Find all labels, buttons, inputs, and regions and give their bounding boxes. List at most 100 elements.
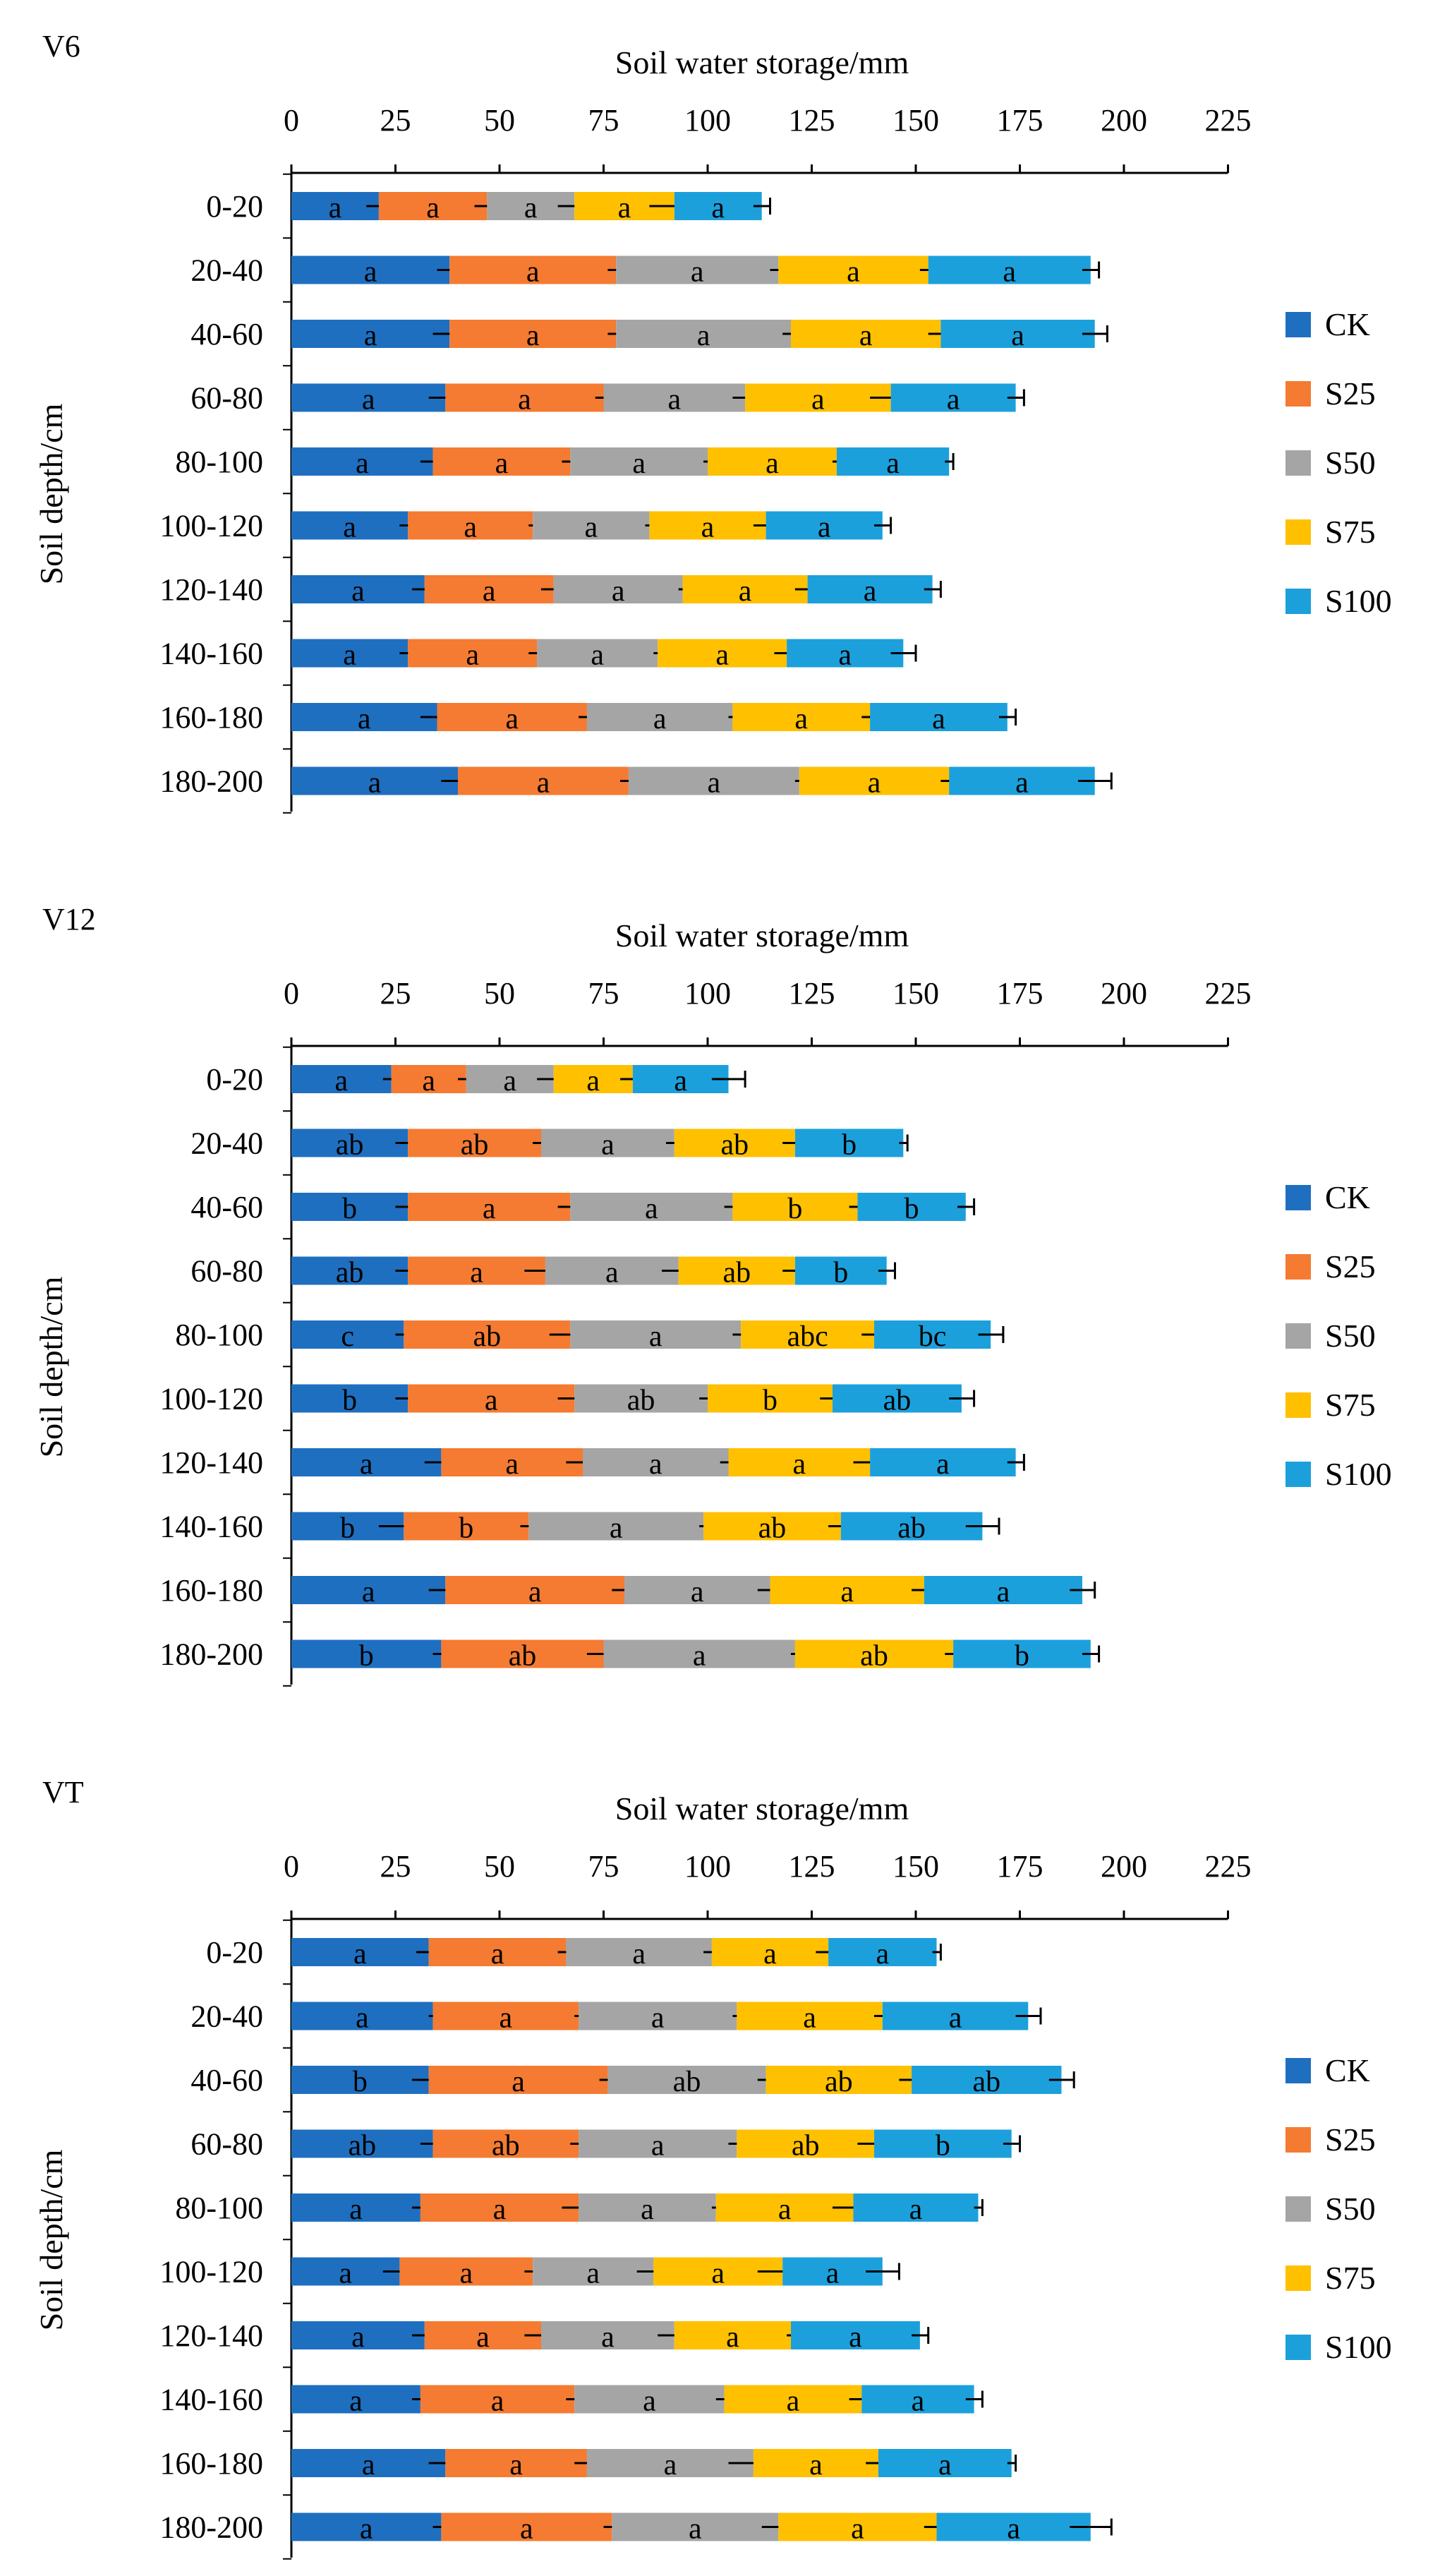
x-tick-label: 200 <box>1101 1849 1147 1884</box>
significance-letter-s25: a <box>512 2066 525 2098</box>
category-label: 100-120 <box>159 1382 263 1416</box>
category-label: 60-80 <box>190 1254 263 1289</box>
bar-ck <box>291 320 450 348</box>
significance-letter-s50: ab <box>673 2066 701 2098</box>
bar-s100 <box>949 766 1095 795</box>
legend-swatch-s100 <box>1285 589 1311 614</box>
bar-s75 <box>674 2321 791 2349</box>
bar-s75 <box>724 2385 862 2414</box>
significance-letter-ck: a <box>356 447 369 480</box>
bar-ck <box>291 639 409 668</box>
bar-s100 <box>953 1639 1091 1668</box>
significance-letter-ck: a <box>356 2002 369 2035</box>
significance-letter-s75: a <box>711 2258 725 2290</box>
significance-letter-s50: a <box>651 2130 665 2162</box>
significance-letter-s25: b <box>459 1512 473 1545</box>
category-label: 180-200 <box>159 2510 263 2545</box>
bar-ck <box>291 2193 420 2222</box>
x-tick-label: 25 <box>380 976 411 1011</box>
bar-s25 <box>404 1320 571 1349</box>
significance-letter-s50: a <box>664 2449 677 2481</box>
significance-letter-s75: a <box>811 384 825 416</box>
bar-s25 <box>441 1448 583 1476</box>
significance-letter-ck: a <box>349 2385 363 2418</box>
legend-label-s75: S75 <box>1325 514 1376 550</box>
bar-ck <box>291 1256 409 1285</box>
x-tick-label: 150 <box>893 103 939 138</box>
bar-s50 <box>583 1448 729 1476</box>
bar-s100 <box>928 255 1091 284</box>
significance-letter-s100: a <box>674 1065 687 1097</box>
bar-s50 <box>533 511 650 540</box>
x-tick-label: 225 <box>1205 1849 1252 1884</box>
x-tick-label: 0 <box>284 1849 299 1884</box>
significance-letter-s50: a <box>601 2321 615 2354</box>
bar-ck <box>291 1128 409 1157</box>
bar-s25 <box>408 1128 541 1157</box>
bar-s75 <box>674 1128 795 1157</box>
x-axis-title: Soil water storage/mm <box>615 1790 909 1826</box>
significance-letter-s50: a <box>612 575 625 608</box>
legend-label-s50: S50 <box>1325 2191 1376 2227</box>
bar-s50 <box>616 255 779 284</box>
significance-letter-ck: a <box>368 767 382 800</box>
category-label: 80-100 <box>175 2191 263 2225</box>
significance-letter-s25: a <box>476 2321 490 2354</box>
significance-letter-s25: a <box>422 1065 435 1097</box>
x-tick-label: 25 <box>380 103 411 138</box>
bar-s50 <box>628 766 799 795</box>
bar-s50 <box>570 447 708 476</box>
significance-letter-s25: a <box>500 2002 513 2035</box>
bar-s100 <box>794 1256 887 1285</box>
bar-s25 <box>408 639 538 668</box>
significance-letter-s75: ab <box>721 1129 749 1162</box>
x-tick-label: 75 <box>588 103 619 138</box>
significance-letter-s50: a <box>610 1512 623 1545</box>
bar-s75 <box>778 2512 937 2541</box>
significance-letter-s100: b <box>833 1257 848 1289</box>
bar-s50 <box>553 575 683 603</box>
bar-s50 <box>603 1639 795 1668</box>
significance-letter-s75: ab <box>792 2130 820 2162</box>
significance-letter-s25: a <box>505 703 519 735</box>
significance-letter-s50: a <box>641 2193 654 2226</box>
bar-s75 <box>708 1384 833 1413</box>
category-label: 100-120 <box>159 509 263 543</box>
significance-letter-s75: a <box>859 320 873 352</box>
significance-letter-s100: a <box>949 2002 962 2035</box>
significance-letter-s50: a <box>691 1576 704 1608</box>
category-label: 60-80 <box>190 381 263 416</box>
significance-letter-s75: b <box>763 1385 778 1417</box>
bar-s75 <box>732 1193 858 1221</box>
significance-letter-s100: bc <box>919 1320 947 1353</box>
category-label: 0-20 <box>206 1062 263 1097</box>
bar-s25 <box>424 2321 541 2349</box>
bar-s75 <box>715 2193 854 2222</box>
significance-letter-s75: a <box>726 2321 739 2354</box>
bar-s25 <box>408 1193 571 1221</box>
bar-s100 <box>861 2385 974 2414</box>
significance-letter-s75: a <box>586 1065 600 1097</box>
bar-s100 <box>924 1576 1082 1604</box>
significance-letter-s75: a <box>851 2513 864 2546</box>
significance-letter-s100: a <box>886 447 900 480</box>
category-label: 40-60 <box>190 1190 263 1224</box>
category-label: 80-100 <box>175 445 263 479</box>
significance-letter-s25: ab <box>473 1320 501 1353</box>
legend-label-s100: S100 <box>1325 1456 1392 1492</box>
bar-ck <box>291 2449 446 2477</box>
legend-swatch-s25 <box>1285 2127 1311 2153</box>
bar-s100 <box>882 2002 1029 2030</box>
significance-letter-s100: ab <box>883 1385 912 1417</box>
bar-s25 <box>437 703 587 731</box>
significance-letter-s100: a <box>1003 256 1016 289</box>
x-tick-label: 225 <box>1205 103 1252 138</box>
bar-s100 <box>912 2066 1062 2094</box>
significance-letter-s100: a <box>1011 320 1024 352</box>
bar-s100 <box>853 2193 979 2222</box>
category-label: 60-80 <box>190 2127 263 2162</box>
panel-label: V6 <box>42 29 80 64</box>
bar-ck <box>291 1576 446 1604</box>
significance-letter-s50: a <box>653 703 667 735</box>
